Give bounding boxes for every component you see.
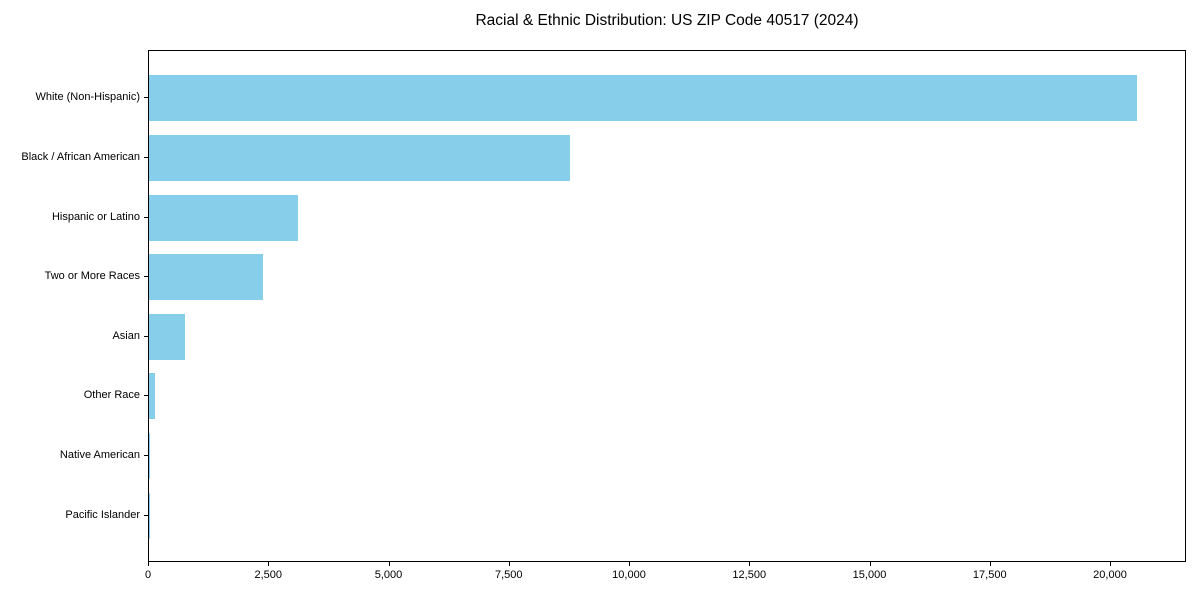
x-tick-mark xyxy=(629,562,630,566)
y-tick-label: Black / African American xyxy=(21,150,140,163)
chart-title: Racial & Ethnic Distribution: US ZIP Cod… xyxy=(475,12,859,29)
plot-area xyxy=(148,50,1186,562)
x-tick-mark xyxy=(508,562,510,566)
y-tick-label: Two or More Races xyxy=(44,270,140,283)
y-tick-label: Asian xyxy=(112,329,140,342)
bar-other-race xyxy=(149,373,156,420)
x-tick-mark xyxy=(1110,562,1111,566)
y-tick-mark xyxy=(144,216,148,218)
x-tick-label: 20,000 xyxy=(1093,569,1127,581)
x-tick-label: 2,500 xyxy=(254,569,283,581)
y-tick-label: Other Race xyxy=(83,389,140,402)
x-tick-mark xyxy=(268,562,270,566)
x-tick-label: 5,000 xyxy=(374,569,403,581)
x-tick-label: 15,000 xyxy=(852,569,887,581)
y-tick-mark xyxy=(144,395,148,397)
x-tick-label: 10,000 xyxy=(612,569,646,581)
y-tick-label: White (Non-Hispanic) xyxy=(35,91,140,104)
x-tick-label: 0 xyxy=(144,569,152,581)
x-tick-label: 7,500 xyxy=(494,569,523,581)
x-tick-mark xyxy=(869,562,871,566)
y-tick-mark xyxy=(144,335,148,337)
y-tick-mark xyxy=(144,514,148,516)
bar-hispanic-or-latino xyxy=(149,194,299,241)
x-tick-mark xyxy=(148,562,149,566)
bar-asian xyxy=(149,313,185,360)
x-tick-mark xyxy=(989,562,991,566)
bar-white-non-hispanic xyxy=(149,75,1138,122)
y-tick-label: Native American xyxy=(59,449,140,462)
y-tick-mark xyxy=(144,276,148,278)
bar-two-or-more-races xyxy=(149,254,264,301)
bar-black-african-american xyxy=(149,134,570,181)
x-tick-mark xyxy=(749,562,751,566)
x-tick-mark xyxy=(388,562,390,566)
y-tick-label: Pacific Islander xyxy=(65,508,140,521)
y-tick-mark xyxy=(144,455,148,457)
y-tick-label: Hispanic or Latino xyxy=(51,210,140,223)
y-tick-mark xyxy=(144,156,148,158)
x-tick-label: 17,500 xyxy=(972,569,1007,581)
x-tick-label: 12,500 xyxy=(732,569,767,581)
bar-native-american xyxy=(149,433,150,480)
y-tick-mark xyxy=(144,97,148,99)
